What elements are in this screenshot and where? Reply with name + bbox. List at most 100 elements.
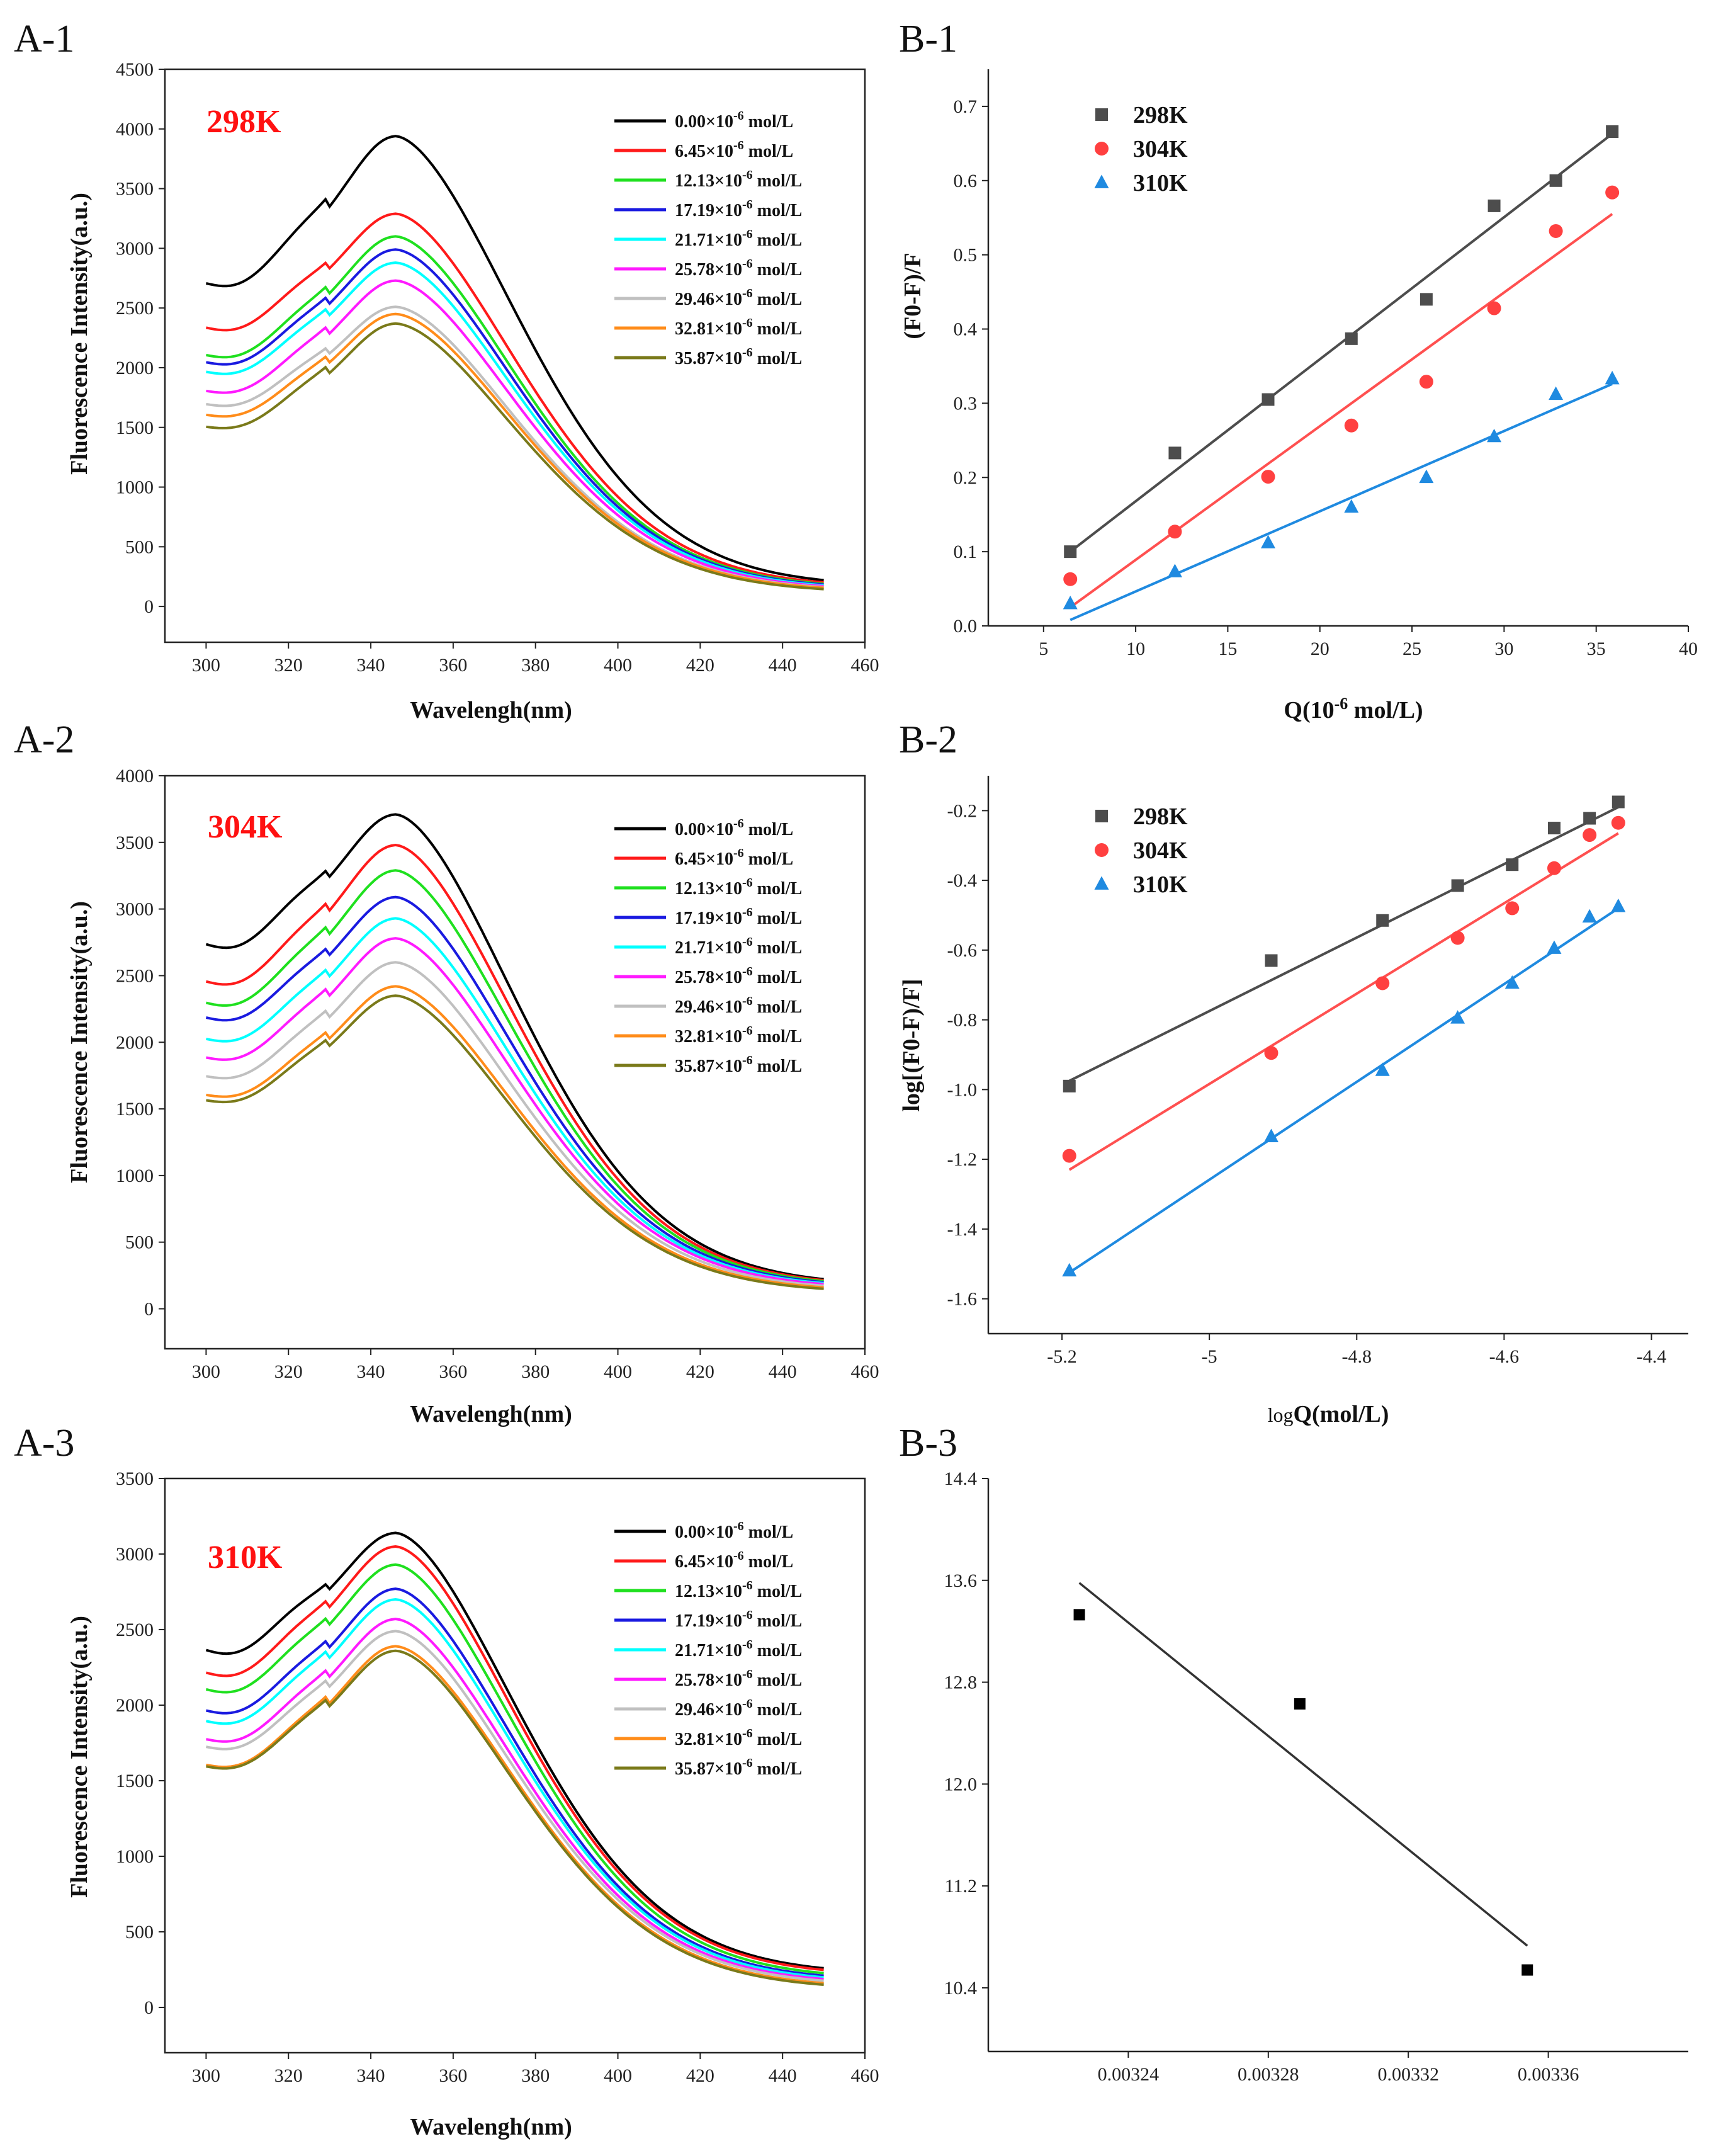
legend-label-unit: mol/L [753, 1759, 803, 1779]
legend-label-A-2-6: 29.46×10-6 mol/L [675, 994, 802, 1017]
legend-label-unit: mol/L [753, 1582, 803, 1601]
data-point-B-1-0-2 [1262, 393, 1275, 406]
y-tick-label-A-2-6: 3000 [116, 899, 154, 920]
y-tick-label-A-3-6: 3000 [116, 1544, 154, 1565]
legend-label-main: 25.78×10 [675, 968, 742, 987]
spectrum-line-A-2-6 [206, 961, 824, 1287]
data-point-B-2-1-4 [1505, 901, 1520, 916]
data-point-B-1-2-4 [1419, 469, 1434, 484]
y-tick-label-A-2-0: 0 [144, 1299, 154, 1320]
spectrum-line-A-3-6 [206, 1630, 824, 1982]
legend-marker-B-1-0 [1095, 108, 1108, 121]
x-axis-label-a1: Wavelengh(nm) [410, 697, 572, 723]
legend-label-A-1-6: 29.46×10-6 mol/L [675, 287, 802, 309]
x-tick-label-A-3-0: 300 [192, 2065, 220, 2086]
y-tick-label-B-1-4: 0.4 [954, 319, 978, 340]
legend-label-A-3-6: 29.46×10-6 mol/L [675, 1697, 802, 1720]
data-point-B-2-1-0 [1062, 1149, 1076, 1163]
spectrum-line-A-2-3 [205, 895, 824, 1284]
spectrum-line-A-1-2 [206, 235, 824, 586]
legend-label-main: 6.45×10 [675, 849, 733, 869]
y-tick-label-A-3-5: 2500 [116, 1620, 154, 1640]
legend-label-exponent: -6 [742, 198, 753, 212]
spectrum-line-A-1-3 [206, 248, 824, 586]
legend-marker-B-2-0 [1095, 810, 1108, 822]
legend-B-2: 298K 304K 310K [1094, 803, 1188, 898]
legend-label-unit: mol/L [744, 1552, 794, 1572]
x-tick-label-B-2-4: -4.4 [1637, 1346, 1667, 1367]
legend-label-A-3-0: 0.00×10-6 mol/L [675, 1519, 793, 1542]
temperature-label-a2: 304K [208, 809, 283, 845]
data-point-B-1-1-0 [1063, 572, 1078, 586]
x-tick-label-A-2-8: 460 [851, 1361, 879, 1382]
x-tick-label-A-2-5: 400 [604, 1361, 632, 1382]
y-tick-label-A-3-3: 1500 [116, 1771, 154, 1791]
legend-label-B-2-2: 310K [1133, 871, 1188, 898]
x-tick-label-B-2-2: -4.8 [1342, 1346, 1372, 1367]
x-tick-label-A-1-5: 400 [604, 655, 632, 676]
legend-label-A-2-7: 32.81×10-6 mol/L [675, 1024, 802, 1047]
legend-label-exponent: -6 [733, 139, 744, 152]
data-point-B-1-0-1 [1168, 446, 1182, 460]
x-axis-label-b1-tail: mol/L) [1348, 697, 1423, 723]
legend-label-unit: mol/L [753, 968, 803, 987]
temperature-label-a3: 310K [208, 1540, 283, 1575]
x-tick-label-A-1-0: 300 [192, 655, 220, 676]
y-tick-label-B-2-6: -0.4 [947, 870, 978, 891]
data-point-B-2-1-2 [1375, 976, 1390, 990]
x-tick-label-B-1-0: 5 [1039, 638, 1048, 659]
legend-marker-B-2-1 [1095, 843, 1109, 857]
legend-label-main: 12.13×10 [675, 879, 742, 899]
spectrum-line-A-2-2 [205, 869, 824, 1283]
axes-B-2: -5.2 -5 -4.8 -4.6 -4.4 -1.6 -1.4 -1.2 -1.0 -0.8 -0… [947, 776, 1688, 1367]
temperature-label-a1: 298K [206, 104, 281, 140]
legend-label-exponent: -6 [742, 1053, 753, 1067]
data-point-B-2-2-6 [1582, 909, 1597, 923]
x-tick-label-B-3-2: 0.00332 [1377, 2064, 1439, 2085]
spectrum-line-A-2-5 [206, 937, 824, 1286]
legend-A-1: 0.00×10-6 mol/L6.45×10-6 mol/L12.13×10-6… [614, 109, 802, 368]
data-point-B-1-0-0 [1064, 545, 1077, 559]
data-point-B-2-2-4 [1504, 975, 1520, 989]
legend-label-B-1-0: 298K [1133, 102, 1188, 128]
data-point-B-1-2-0 [1063, 596, 1078, 610]
data-point-B-2-0-7 [1612, 795, 1625, 808]
panel-label-b3: B-3 [899, 1422, 957, 1465]
legend-label-A-2-3: 17.19×10-6 mol/L [675, 905, 802, 928]
data-point-B-2-0-0 [1063, 1079, 1076, 1092]
legend-label-unit: mol/L [753, 260, 803, 280]
legend-marker-B-1-1 [1095, 142, 1109, 156]
spectrum-line-A-3-3 [205, 1587, 824, 1977]
legend-label-exponent: -6 [742, 905, 753, 919]
legend-label-A-2-1: 6.45×10-6 mol/L [675, 846, 793, 869]
y-tick-label-A-1-5: 2500 [116, 298, 154, 319]
legend-label-exponent: -6 [742, 227, 753, 241]
data-point-B-1-2-7 [1605, 370, 1620, 385]
x-tick-label-A-3-4: 380 [521, 2065, 550, 2086]
legend-label-A-3-7: 32.81×10-6 mol/L [675, 1727, 802, 1749]
data-point-B-2-0-6 [1583, 812, 1596, 825]
legend-label-unit: mol/L [753, 171, 803, 191]
data-point-B-1-2-2 [1261, 535, 1276, 548]
legend-label-B-2-0: 298K [1133, 803, 1188, 830]
x-tick-label-A-1-4: 380 [521, 655, 550, 676]
spectrum-line-A-2-8 [206, 994, 824, 1290]
panel-label-a1: A-1 [14, 18, 74, 60]
data-point-B-2-1-7 [1611, 815, 1625, 830]
data-point-B-1-0-7 [1606, 125, 1619, 139]
x-tick-label-B-3-0: 0.00324 [1098, 2064, 1160, 2085]
legend-label-main: 21.71×10 [675, 1641, 742, 1660]
y-axis-label-a2: Fluorescence Intensity(a.u.) [66, 901, 93, 1183]
spectrum-line-A-3-8 [206, 1649, 824, 1986]
panel-a2: A-2 304K Wavelengh(nm) Fluorescence Inte… [14, 718, 572, 1427]
legend-label-exponent: -6 [742, 1727, 753, 1740]
legend-label-exponent: -6 [742, 1024, 753, 1038]
legend-label-unit: mol/L [753, 349, 803, 368]
legend-label-main: 21.71×10 [675, 938, 742, 958]
data-point-B-2-2-5 [1547, 940, 1562, 954]
series-group-B-3 [1073, 1582, 1533, 1976]
data-point-B-2-1-3 [1450, 931, 1465, 945]
legend-label-A-1-5: 25.78×10-6 mol/L [675, 257, 802, 280]
spectrum-line-A-3-7 [206, 1645, 824, 1985]
